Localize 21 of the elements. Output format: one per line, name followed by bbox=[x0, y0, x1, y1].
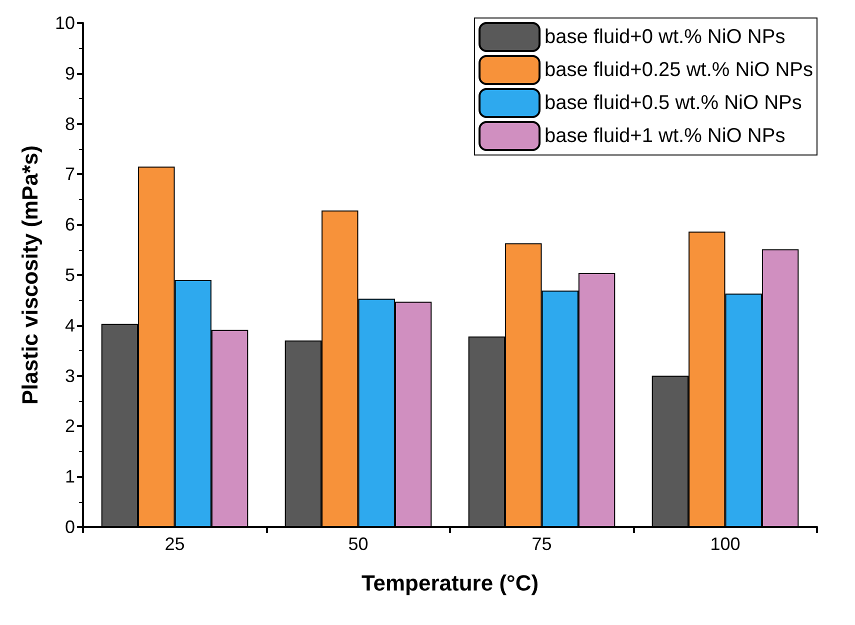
y-tick-label: 2 bbox=[64, 416, 75, 436]
x-tick-label: 50 bbox=[348, 534, 368, 554]
y-tick-label: 8 bbox=[64, 114, 75, 134]
y-tick-label: 5 bbox=[64, 265, 75, 285]
x-axis-title: Temperature (°C) bbox=[361, 570, 539, 596]
x-tick-label: 25 bbox=[164, 534, 185, 554]
y-tick-label: 10 bbox=[54, 13, 75, 33]
y-tick-label: 9 bbox=[64, 63, 75, 84]
y-tick-label: 4 bbox=[64, 315, 75, 336]
x-tick-label: 100 bbox=[710, 534, 740, 554]
legend-label: base fluid+0.5 wt.% NiO NPs bbox=[544, 92, 802, 114]
legend-label: base fluid+1 wt.% NiO NPs bbox=[544, 125, 786, 147]
legend-label: base fluid+0.25 wt.% NiO NPs bbox=[544, 59, 814, 81]
y-tick-label: 6 bbox=[64, 214, 75, 235]
y-axis-title: Plastic viscosity (mPa*s) bbox=[18, 145, 42, 405]
x-tick-label: 75 bbox=[532, 534, 552, 554]
y-tick-label: 1 bbox=[64, 466, 75, 487]
y-tick-label: 0 bbox=[64, 517, 75, 537]
y-tick-label: 3 bbox=[64, 366, 75, 386]
legend-label: base fluid+0 wt.% NiO NPs bbox=[544, 26, 786, 48]
y-tick-label: 7 bbox=[64, 164, 75, 184]
